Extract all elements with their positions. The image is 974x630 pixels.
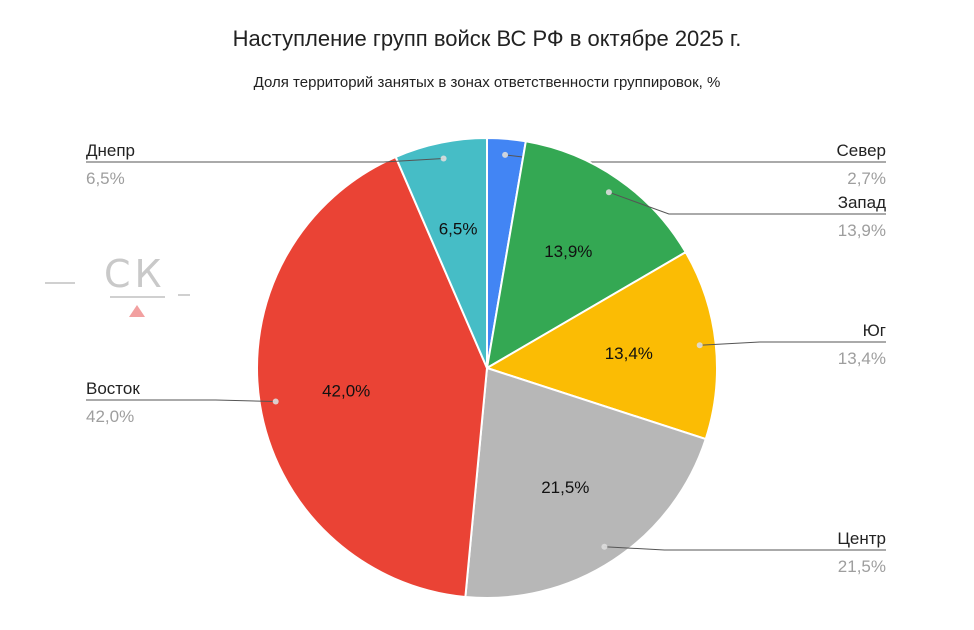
- chart-subtitle: Доля территорий занятых в зонах ответств…: [253, 74, 721, 91]
- pie-slice-3: [464, 366, 708, 599]
- watermark-logo-text: СК: [104, 252, 166, 296]
- slice-inner-label-4: 42,0%: [322, 381, 370, 400]
- triangle-mark-icon: [129, 305, 145, 317]
- legend-label-5: Днепр: [86, 141, 135, 160]
- pie-slice-2: [484, 250, 718, 441]
- legend-label-3: Центр: [837, 529, 886, 548]
- leader-dot-0: [502, 151, 509, 158]
- legend-value-2: 13,4%: [838, 349, 886, 368]
- leader-line-4: [86, 399, 276, 402]
- chart-title: Наступление групп войск ВС РФ в октябре …: [232, 26, 742, 51]
- leader-line-1: [608, 191, 886, 215]
- leader-dot-3: [601, 543, 608, 550]
- slice-inner-label-5: 6,5%: [439, 219, 478, 238]
- leader-dot-4: [272, 398, 279, 405]
- pie-slice-4: [256, 155, 489, 599]
- legend-label-2: Юг: [863, 321, 886, 340]
- legend-value-0: 2,7%: [847, 169, 886, 188]
- slice-inner-label-2: 13,4%: [605, 344, 653, 363]
- legend-label-1: Запад: [838, 193, 886, 212]
- legend-value-4: 42,0%: [86, 407, 134, 426]
- leader-line-5: [86, 158, 444, 163]
- pie-slice-1: [485, 140, 688, 370]
- legend-value-1: 13,9%: [838, 221, 886, 240]
- leader-line-3: [604, 546, 886, 551]
- leader-dot-5: [440, 155, 447, 162]
- legend-value-5: 6,5%: [86, 169, 125, 188]
- slice-inner-label-3: 21,5%: [541, 478, 589, 497]
- slice-inner-label-1: 13,9%: [544, 242, 592, 261]
- leader-dot-2: [696, 342, 703, 349]
- legend-label-0: Север: [837, 141, 886, 160]
- legend-value-3: 21,5%: [838, 557, 886, 576]
- leader-dot-1: [605, 189, 612, 196]
- pie-slice-5: [394, 136, 488, 369]
- leader-line-2: [699, 341, 886, 346]
- legend-label-4: Восток: [86, 379, 140, 398]
- watermark-logo: [45, 282, 190, 317]
